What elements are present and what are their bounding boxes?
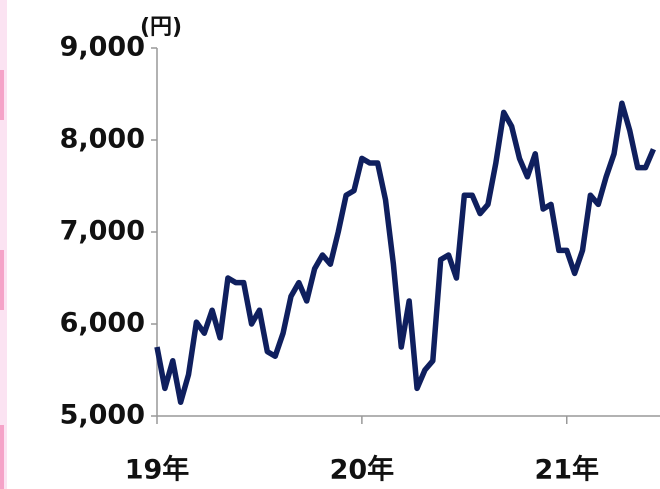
data-line — [154, 100, 656, 405]
y-unit-label: (円) — [140, 15, 182, 40]
side-accent — [0, 250, 4, 310]
x-tick-label: 19年 — [125, 454, 190, 486]
y-tick-label: 7,000 — [60, 216, 145, 247]
y-tick-label: 8,000 — [60, 124, 145, 155]
y-tick-label: 5,000 — [60, 400, 145, 431]
x-tick-label: 20年 — [330, 454, 395, 486]
y-tick-label: 9,000 — [60, 32, 145, 63]
side-accent — [0, 70, 4, 120]
side-strip — [0, 0, 7, 489]
x-tick-label: 21年 — [534, 454, 599, 486]
side-accent — [0, 425, 4, 489]
y-tick-label: 6,000 — [60, 308, 145, 339]
